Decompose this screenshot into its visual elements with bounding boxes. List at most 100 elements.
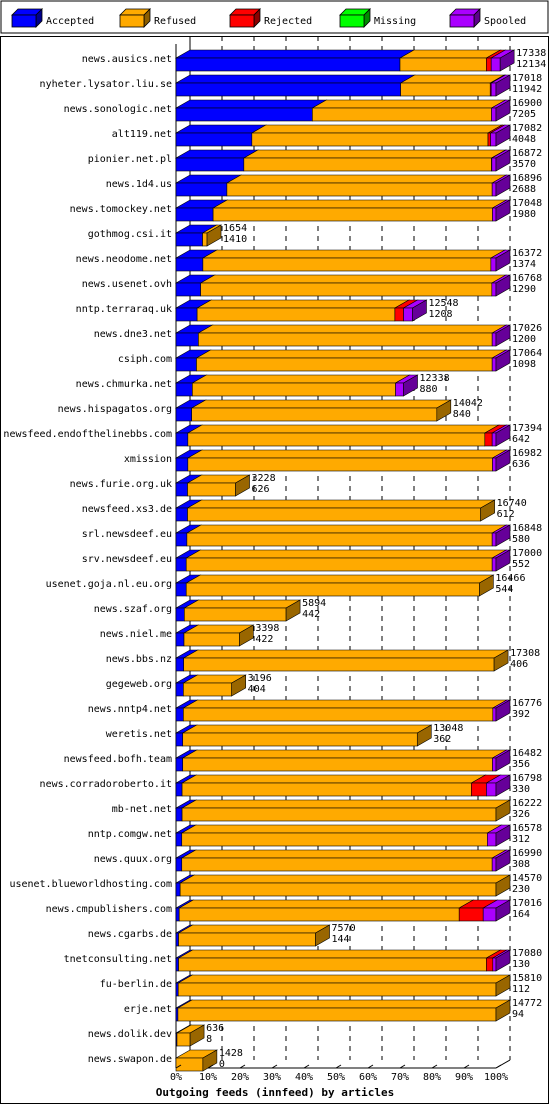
- feed-label: gegeweb.org: [106, 679, 172, 690]
- bar-row: [174, 524, 512, 547]
- bar-side: [495, 199, 511, 222]
- bar-segment-accepted: [175, 182, 228, 197]
- bar-segment-top: [399, 74, 506, 84]
- feed-label: srl.newsdeef.eu: [82, 529, 172, 540]
- x-tick: [399, 1064, 406, 1069]
- bar-segment-spooled: [490, 132, 497, 147]
- accepted-label: 392: [512, 709, 530, 720]
- accepted-label: 330: [512, 784, 530, 795]
- bar-segment-top: [174, 49, 416, 59]
- bar-row: [174, 899, 512, 922]
- legend-label: Rejected: [264, 16, 312, 27]
- bar-segment-top: [185, 549, 508, 559]
- bar-segment-top: [183, 599, 302, 609]
- bar-row: [174, 424, 512, 447]
- bar-segment-refused: [196, 307, 396, 322]
- bar-row: [174, 624, 255, 647]
- accepted-label: 626: [252, 484, 270, 495]
- bar-segment-top: [176, 999, 512, 1009]
- bar-segment-rejected: [484, 432, 493, 447]
- total-label: 17080: [512, 948, 542, 959]
- x-tick-label: 0%: [170, 1072, 182, 1083]
- feed-label: news.cgarbs.de: [88, 929, 172, 940]
- accepted-label: 1410: [223, 234, 247, 245]
- bar-side: [495, 524, 511, 547]
- accepted-label: 544: [495, 584, 513, 595]
- bar-side: [493, 649, 509, 672]
- bar-row: [174, 1024, 206, 1047]
- feed-label: news.sonologic.net: [64, 104, 172, 115]
- bar-segment-accepted: [175, 707, 184, 722]
- accepted-label: 1200: [512, 334, 536, 345]
- x-tick-label: 80%: [423, 1072, 441, 1083]
- bar-segment-refused: [226, 182, 493, 197]
- bar-segment-refused: [312, 107, 492, 122]
- total-label: 17000: [512, 548, 542, 559]
- total-label: 16872: [512, 148, 542, 159]
- bar-segment-accepted: [175, 257, 204, 272]
- bar-segment-refused: [191, 407, 438, 422]
- accepted-label: 3570: [512, 159, 536, 170]
- bar-side: [495, 824, 511, 847]
- bar-segment-rejected: [486, 57, 492, 72]
- bar-row: [174, 924, 331, 947]
- bar-segment-top: [182, 699, 508, 709]
- bar-segment-refused: [175, 1057, 204, 1072]
- bar-segment-spooled: [491, 157, 497, 172]
- total-label: 13048: [433, 723, 463, 734]
- bar-segment-spooled: [403, 307, 413, 322]
- bar-segment-accepted: [175, 57, 401, 72]
- x-tick-label: 100%: [484, 1072, 508, 1083]
- legend-swatch: [11, 14, 37, 28]
- total-label: 17394: [512, 423, 542, 434]
- legend-swatch: [449, 14, 475, 28]
- bar-row: [174, 99, 512, 122]
- legend-label: Missing: [374, 16, 416, 27]
- bar-segment-top: [174, 124, 267, 134]
- bar-segment-accepted: [175, 982, 179, 997]
- legend-label: Accepted: [46, 16, 94, 27]
- bar-row: [174, 674, 247, 697]
- bar-segment-spooled: [490, 257, 497, 272]
- bar-side: [315, 924, 330, 947]
- bar-segment-spooled: [492, 207, 497, 222]
- bar-segment-accepted: [175, 807, 183, 822]
- accepted-label: 404: [248, 684, 266, 695]
- bar-side: [235, 474, 250, 497]
- bar-segment-spooled: [492, 457, 497, 472]
- bar-row: [174, 999, 512, 1022]
- bar-segment-refused: [181, 782, 472, 797]
- bar-segment-refused: [181, 832, 488, 847]
- bar-segment-refused: [178, 932, 316, 947]
- bar-segment-top: [180, 774, 487, 784]
- bar-segment-top: [197, 324, 508, 334]
- bar-segment-spooled: [486, 782, 497, 797]
- bar-row: [174, 574, 495, 597]
- bar-row: [174, 74, 512, 97]
- total-label: 16740: [497, 498, 527, 509]
- accepted-label: 0: [219, 1059, 225, 1070]
- accepted-label: 1374: [512, 259, 536, 270]
- bar-side: [495, 149, 511, 172]
- feed-label: news.quux.org: [94, 854, 172, 865]
- bar-segment-refused: [212, 207, 493, 222]
- total-label: 17018: [512, 73, 542, 84]
- feed-label: nyheter.lysator.liu.se: [40, 79, 172, 90]
- bar-segment-top: [180, 849, 508, 859]
- feed-label: tnetconsulting.net: [64, 954, 172, 965]
- bar-side: [499, 49, 515, 72]
- x-tick: [207, 1064, 214, 1069]
- bar-segment-top: [177, 924, 331, 934]
- bar-segment-top: [195, 299, 411, 309]
- outer-frame: [0, 36, 549, 1104]
- feed-label: news.chmurka.net: [76, 379, 172, 390]
- bar-segment-top: [181, 724, 433, 734]
- bar-segment-refused: [183, 682, 232, 697]
- bar-segment-top: [225, 174, 508, 184]
- bar-side: [495, 899, 511, 922]
- bar-segment-refused: [400, 82, 491, 97]
- feed-label: news.cmpublishers.com: [46, 904, 172, 915]
- bar-row: [174, 799, 512, 822]
- bar-segment-spooled: [492, 957, 497, 972]
- bar-segment-refused: [182, 757, 493, 772]
